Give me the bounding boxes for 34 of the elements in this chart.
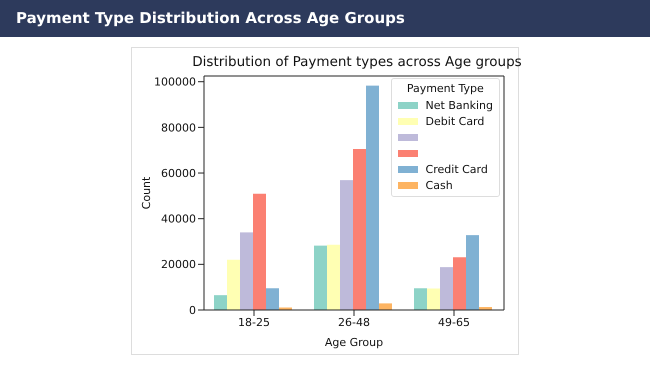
x-tick-label: 49-65	[438, 316, 470, 329]
bar	[414, 288, 427, 310]
bar	[314, 246, 327, 310]
y-tick-label: 0	[189, 304, 196, 317]
legend-label: Debit Card	[426, 114, 484, 128]
chart-subtitle: Distribution of Payment types across Age groups	[192, 54, 522, 70]
bar	[227, 260, 240, 310]
y-axis-title: Count	[140, 176, 153, 210]
bar	[253, 194, 266, 310]
bar	[214, 295, 227, 310]
legend-label: Credit Card	[426, 162, 488, 176]
bar	[427, 288, 440, 310]
bar	[453, 257, 466, 310]
x-tick-label: 26-48	[338, 316, 370, 329]
x-tick-label: 18-25	[238, 316, 270, 329]
legend-title: Payment Type	[406, 82, 485, 95]
y-tick-label: 60000	[161, 166, 196, 180]
y-tick-label: 80000	[161, 121, 196, 134]
bar	[440, 267, 453, 310]
bar	[240, 232, 253, 310]
bar	[327, 244, 340, 310]
bar	[366, 86, 379, 310]
legend-label: Net Banking	[426, 98, 493, 112]
y-tick-label: 20000	[161, 258, 196, 272]
bar	[340, 180, 353, 310]
bar	[379, 303, 392, 310]
legend-label: Cash	[426, 178, 453, 192]
y-tick-label: 40000	[161, 212, 196, 226]
bar	[266, 288, 279, 310]
bar	[353, 149, 366, 310]
x-axis-title: Age Group	[324, 336, 384, 349]
chart-title: Payment Type Distribution Across Age Groups	[0, 0, 650, 37]
bar	[466, 235, 479, 310]
y-tick-label: 100000	[154, 76, 196, 89]
